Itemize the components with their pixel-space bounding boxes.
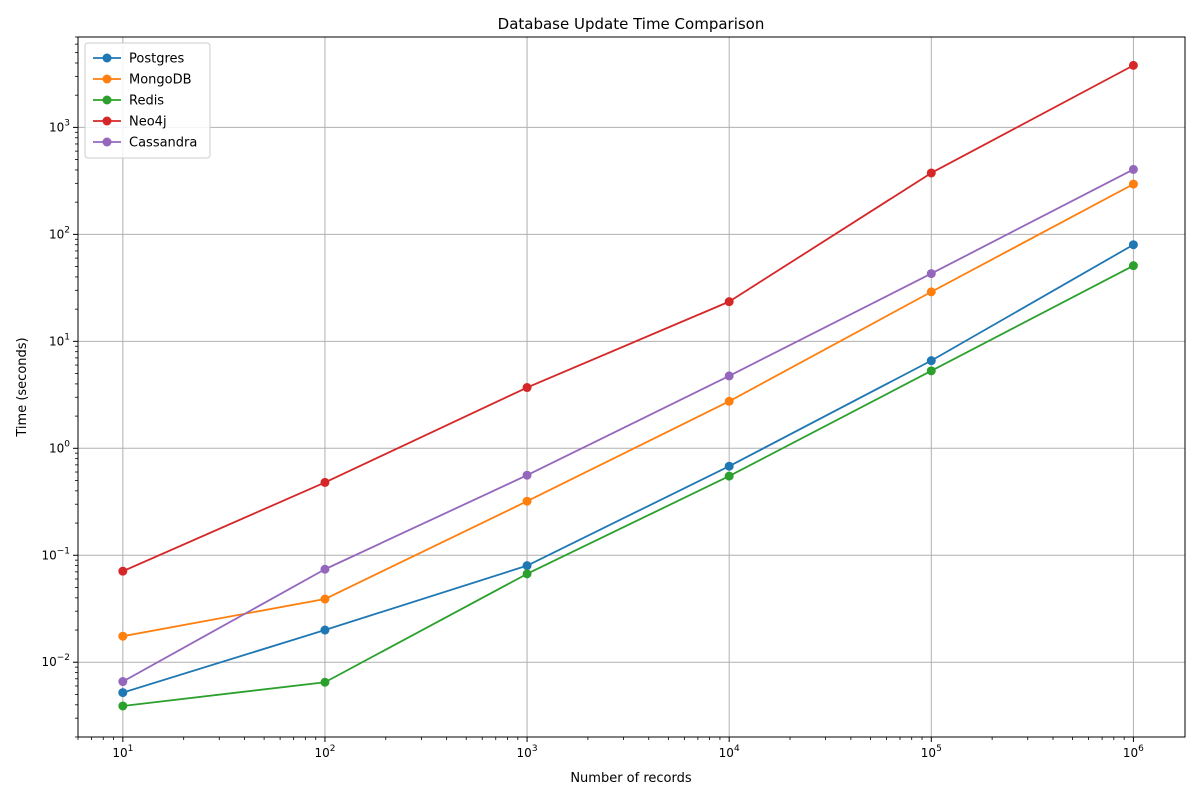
legend-label: Redis [129, 94, 164, 109]
data-point-mongodb [522, 496, 532, 506]
legend-label: MongoDB [129, 73, 192, 88]
series-line-redis [122, 264, 1134, 707]
data-point-cassandra [320, 564, 330, 574]
legend-box [84, 42, 211, 159]
series-neo4j [118, 60, 1138, 576]
data-point-redis [320, 677, 330, 687]
data-point-mongodb [1128, 179, 1138, 189]
series-cassandra [118, 164, 1138, 687]
series-line-neo4j [122, 64, 1134, 573]
legend-item-neo4j: Neo4j [93, 115, 167, 130]
y-axis-label: Time (seconds) [15, 337, 30, 437]
legend: Postgres MongoDB Redis Neo4j Cassandra [84, 42, 211, 159]
legend-item-postgres: Postgres [93, 52, 185, 67]
data-point-cassandra [926, 269, 936, 279]
data-point-neo4j [522, 383, 532, 393]
data-point-postgres [926, 356, 936, 366]
legend-label: Cassandra [129, 136, 197, 151]
data-point-mongodb [118, 631, 128, 641]
legend-marker [102, 137, 112, 147]
x-axis-label: Number of records [570, 771, 692, 786]
legend-marker [102, 95, 112, 105]
data-point-mongodb [926, 287, 936, 297]
x-tick-label: 104 [719, 744, 740, 760]
x-tick-label: 106 [1123, 744, 1144, 760]
grid [78, 37, 1185, 737]
series-postgres [118, 240, 1138, 698]
data-point-cassandra [118, 677, 128, 687]
data-point-cassandra [522, 470, 532, 480]
series-layer [118, 60, 1138, 711]
series-redis [118, 261, 1138, 711]
data-point-postgres [522, 561, 532, 571]
y-tick-label: 102 [49, 225, 70, 241]
data-point-postgres [724, 461, 734, 471]
data-point-cassandra [1128, 164, 1138, 174]
y-tick-label: 103 [49, 118, 70, 134]
axis-ticks: 101 102 103 104 105 106 10−2 10−1 100 101 102 103 [41, 36, 1144, 760]
data-point-neo4j [1128, 60, 1138, 70]
data-point-neo4j [926, 168, 936, 178]
y-tick-label: 10−1 [41, 546, 70, 562]
y-tick-label: 101 [49, 332, 70, 348]
data-point-cassandra [724, 371, 734, 381]
data-point-postgres [1128, 240, 1138, 250]
series-mongodb [118, 179, 1138, 641]
x-tick-label: 101 [112, 744, 133, 760]
legend-marker [102, 74, 112, 84]
plot-area-frame [77, 36, 1186, 738]
series-line-cassandra [122, 168, 1134, 683]
y-tick-label: 10−2 [41, 653, 70, 669]
series-line-mongodb [122, 183, 1134, 638]
legend-item-cassandra: Cassandra [93, 136, 197, 151]
chart-title: Database Update Time Comparison [498, 15, 765, 33]
data-point-neo4j [724, 297, 734, 307]
data-point-mongodb [724, 396, 734, 406]
x-tick-label: 103 [517, 744, 538, 760]
data-point-postgres [320, 625, 330, 635]
x-tick-label: 105 [921, 744, 942, 760]
series-line-postgres [122, 243, 1134, 694]
legend-marker [102, 116, 112, 126]
x-tick-label: 102 [314, 744, 335, 760]
data-point-redis [724, 471, 734, 481]
legend-item-redis: Redis [93, 94, 164, 109]
data-point-redis [926, 366, 936, 376]
legend-label: Neo4j [129, 115, 167, 130]
data-point-redis [522, 569, 532, 579]
legend-label: Postgres [129, 52, 185, 67]
y-tick-label: 100 [49, 439, 70, 455]
legend-marker [102, 53, 112, 63]
data-point-postgres [118, 688, 128, 698]
data-point-neo4j [320, 477, 330, 487]
data-point-mongodb [320, 594, 330, 604]
legend-item-mongodb: MongoDB [93, 73, 192, 88]
data-point-neo4j [118, 566, 128, 576]
data-point-redis [1128, 261, 1138, 271]
data-point-redis [118, 701, 128, 711]
